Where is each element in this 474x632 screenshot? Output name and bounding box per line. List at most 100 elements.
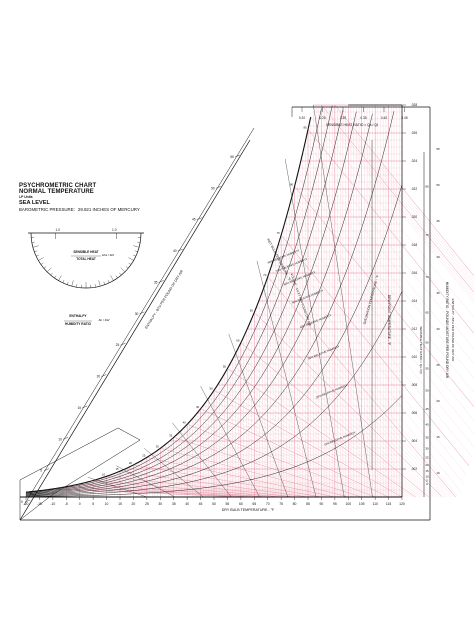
protractor-tick: [110, 275, 114, 281]
wet-bulb-line: [219, 381, 408, 498]
protractor-tick: [34, 250, 38, 252]
x-tick-label: 75: [279, 502, 283, 506]
humidity-tick-label: .012: [411, 327, 417, 331]
wet-bulb-line: [200, 408, 389, 498]
wet-bulb-line: [168, 441, 357, 498]
wet-bulb-line: [213, 390, 403, 498]
protractor-tick: [134, 250, 138, 252]
wet-bulb-tick-label: 15: [115, 467, 119, 471]
wet-bulb-line: [133, 464, 322, 498]
shr-axis-label: SENSIBLE HEAT RATIO = Qs / Qt: [326, 123, 378, 127]
x-tick-label: 0: [79, 502, 81, 506]
dewpoint-tick-label: 75: [425, 233, 429, 237]
right-enthalpy-tick-label: 45: [436, 219, 440, 223]
x-tick-label: -5: [65, 502, 68, 506]
enthalpy-tick-label: 20: [97, 375, 101, 379]
wet-bulb-line: [197, 412, 386, 498]
wet-bulb-tick-label: 55: [223, 365, 227, 369]
x-tick-label: -15: [37, 502, 42, 506]
rh-curve-label: 20% RELATIVE HUMIDITY: [315, 383, 348, 399]
enthalpy-tick-label: 30: [135, 312, 139, 316]
protractor-top-right-label: 1.0: [112, 228, 117, 232]
humidity-tick-label: .008: [411, 383, 417, 387]
relative-humidity-curve: [25, 113, 373, 495]
dewpoint-tick-label: 35: [425, 435, 429, 439]
shr-tick-label: 0.30: [340, 116, 346, 120]
protractor-tick: [125, 266, 129, 269]
x-tick-label: -20: [24, 502, 29, 506]
right-enthalpy-tick-label: 30: [436, 327, 440, 331]
wet-bulb-line: [267, 276, 456, 498]
protractor-tick: [40, 262, 44, 265]
x-tick-label: 65: [252, 502, 256, 506]
protractor-tick: [32, 245, 39, 248]
relative-humidity-curve: [25, 111, 357, 495]
humidity-tick-label: .004: [411, 439, 417, 443]
enthalpy-tick: [234, 154, 241, 158]
wet-bulb-line: [117, 472, 306, 498]
wet-bulb-line: [222, 377, 411, 498]
specific-volume-line: [172, 422, 232, 498]
protractor-tick: [43, 266, 47, 269]
wet-bulb-line: [278, 243, 467, 476]
chart-subtitle: NORMAL TEMPERATURE: [19, 189, 94, 196]
wet-bulb-tick-label: 20: [129, 461, 133, 465]
enthalpy-tick: [82, 405, 88, 409]
wet-bulb-tick-label: 85: [303, 125, 307, 129]
wet-bulb-line: [176, 434, 365, 498]
enthalpy-tick: [63, 437, 69, 440]
left-enthalpy-inner-line: [23, 127, 255, 506]
wet-bulb-line: [280, 234, 470, 467]
barometric-value: 29.921 INCHES OF MERCURY: [77, 207, 140, 213]
wet-bulb-line: [144, 458, 333, 498]
wet-bulb-tick-label: 30: [156, 444, 160, 448]
wet-bulb-line: [270, 268, 459, 498]
x-tick-label: 115: [386, 502, 392, 506]
enthalpy-tick-label: 50: [211, 186, 215, 190]
wet-bulb-line: [68, 486, 257, 498]
wet-bulb-line: [264, 284, 454, 498]
x-tick-label: 80: [293, 502, 297, 506]
wet-bulb-tick-label: 45: [196, 405, 200, 409]
wet-bulb-line: [299, 164, 474, 379]
protractor-tick: [67, 281, 69, 285]
protractor-humidity-label: HUMIDITY RATIO: [65, 322, 91, 326]
wet-bulb-tick-label: 60: [236, 339, 240, 343]
enthalpy-tick: [139, 311, 145, 315]
shr-tick-label: 0.35: [360, 116, 366, 120]
wet-bulb-line: [154, 452, 343, 498]
wet-bulb-tick-label: 10: [102, 472, 106, 476]
relative-humidity-curve: [25, 184, 403, 496]
x-tick-label: 5: [92, 502, 94, 506]
enthalpy-tick: [177, 248, 183, 252]
protractor-tick: [128, 262, 132, 265]
barometric-label: BAROMETRIC PRESSURE:: [19, 207, 75, 213]
wet-bulb-line: [302, 153, 474, 364]
wet-bulb-line: [203, 405, 392, 498]
wet-bulb-line: [195, 415, 384, 498]
wet-bulb-line: [136, 463, 325, 498]
x-tick-label: 40: [185, 502, 189, 506]
right-enthalpy-tick-label: 10: [436, 471, 440, 475]
wet-bulb-line: [238, 348, 427, 498]
protractor-tick: [71, 280, 74, 287]
enthalpy-tick: [215, 186, 221, 189]
right-enthalpy-tick-label: 20: [436, 399, 440, 403]
x-tick-label: 85: [306, 502, 310, 506]
protractor-tick: [76, 284, 78, 288]
enthalpy-tick-label: 0: [21, 500, 23, 504]
dewpoint-axis-label: DEW POINT TEMPERATURE - °F: [387, 295, 391, 345]
relative-humidity-curve: [25, 108, 322, 493]
wet-bulb-line: [128, 467, 317, 498]
wet-bulb-line: [251, 318, 440, 498]
enthalpy-tick: [120, 342, 126, 346]
x-tick-label: 60: [239, 502, 243, 506]
x-tick-label: 90: [320, 502, 324, 506]
x-tick-label: 30: [158, 502, 162, 506]
wet-bulb-line: [141, 460, 330, 498]
wet-bulb-tick-label: 65: [250, 308, 254, 312]
wet-bulb-line: [224, 373, 413, 498]
humidity-tick-label: .022: [411, 187, 417, 191]
wet-bulb-line: [240, 342, 429, 498]
